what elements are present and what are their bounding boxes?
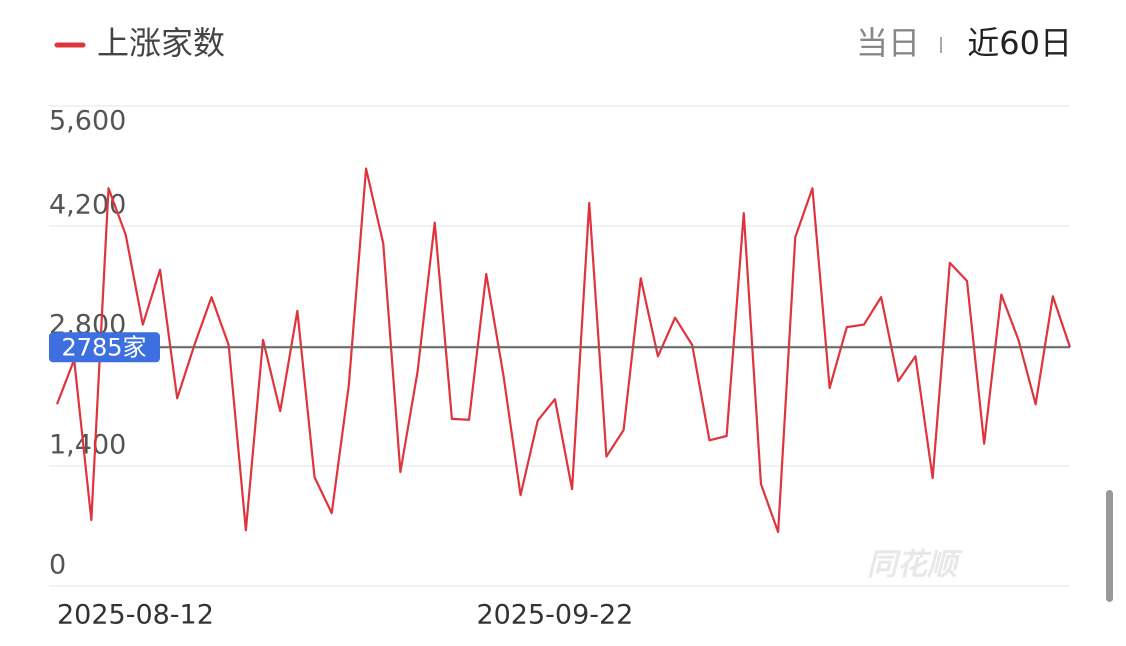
- y-tick-label: 4,200: [49, 190, 126, 221]
- tab[interactable]: 近60日: [967, 24, 1072, 62]
- watermark: 同花顺: [867, 548, 963, 583]
- tab[interactable]: 当日: [856, 24, 920, 62]
- legend-label: 上涨家数: [97, 24, 225, 62]
- y-tick-label: 1,400: [49, 430, 126, 461]
- x-tick-label: 2025-08-12: [57, 600, 214, 631]
- y-tick-label: 5,600: [49, 106, 126, 137]
- reference-label: 2785家: [61, 333, 146, 361]
- x-tick-label: 2025-09-22: [476, 600, 633, 631]
- reference-badge: [49, 332, 160, 363]
- scrollbar: [1106, 490, 1113, 602]
- line: [55, 167, 1072, 534]
- y-tick-label: 0: [49, 550, 66, 581]
